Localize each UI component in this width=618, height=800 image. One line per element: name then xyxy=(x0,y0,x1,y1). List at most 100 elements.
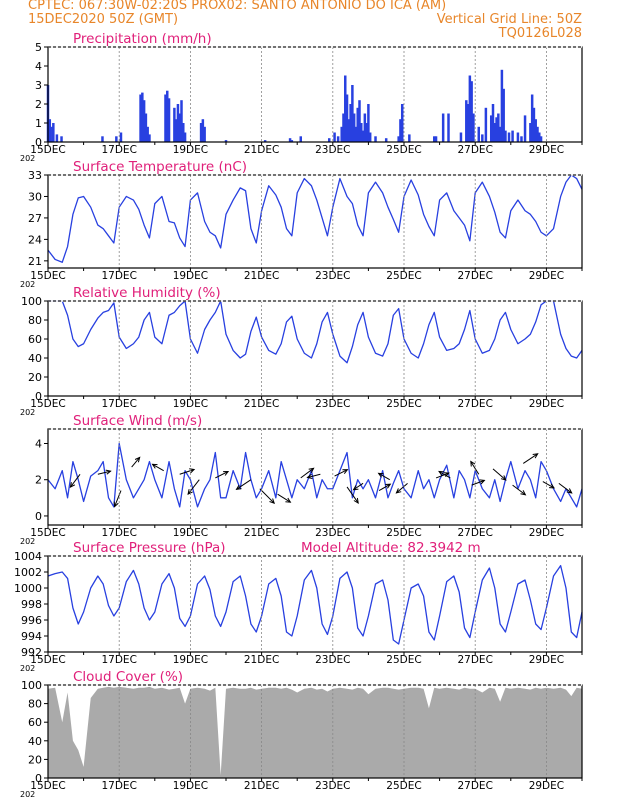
precipitation-bar xyxy=(368,132,372,142)
wind-xtick-label: 15DEC xyxy=(30,527,65,539)
wind-arrow-head xyxy=(105,469,112,475)
pressure-ytick-label: 1002 xyxy=(14,566,42,579)
humidity-ytick-label: 0 xyxy=(35,390,42,403)
pressure-ytick-label: 992 xyxy=(21,646,42,659)
wind-arrow xyxy=(522,453,538,464)
precipitation-bar xyxy=(466,104,470,142)
precipitation-panel: 0 1 2 3 4 5 15DEC 17DEC 19DEC 21DEC 23DEC 25DEC 27DE… xyxy=(20,31,583,163)
precipitation-bar xyxy=(224,140,228,142)
precipitation-bar xyxy=(534,119,537,142)
pressure-xtick-label: 25DEC xyxy=(386,654,421,666)
cloud-cover-ytick-label: 40 xyxy=(28,735,42,748)
humidity-ytick-label: 20 xyxy=(28,371,42,384)
precipitation-bar xyxy=(491,104,495,142)
precipitation-bar xyxy=(164,94,167,142)
precipitation-bar xyxy=(142,100,146,142)
pressure-ytick-label: 996 xyxy=(21,614,42,627)
precipitation-bar xyxy=(481,134,484,142)
precipitation-ytick-label: 0 xyxy=(35,136,42,149)
precipitation-bar xyxy=(344,75,347,142)
humidity-xtick-label: 15DEC xyxy=(30,398,65,410)
precipitation-bar xyxy=(352,113,356,142)
temperature-title: Surface Temperature (nC) xyxy=(73,159,247,175)
precipitation-xtick-label: 25DEC xyxy=(386,144,421,156)
cloud-cover-area xyxy=(48,686,582,778)
temperature-panel: 21 24 27 30 33 15DEC 17DEC 19DEC 21DEC 23DEC 25DEC… xyxy=(20,159,583,289)
precipitation-bar xyxy=(201,119,205,142)
precipitation-bar xyxy=(345,94,349,142)
precipitation-ytick-label: 3 xyxy=(35,79,42,92)
wind-arrow-head xyxy=(377,472,384,478)
precipitation-bar xyxy=(166,90,169,142)
precipitation-bar xyxy=(470,81,473,142)
precipitation-bar xyxy=(497,113,500,142)
wind-arrow xyxy=(307,473,321,478)
cloud-cover-xtick-label: 27DEC xyxy=(457,780,492,792)
precipitation-bar xyxy=(365,123,368,142)
pressure-ytick-label: 994 xyxy=(21,630,42,643)
wind-arrow-head xyxy=(223,470,230,476)
wind-arrow xyxy=(470,461,480,475)
precipitation-bar xyxy=(342,113,345,142)
temperature-frame xyxy=(47,174,583,269)
precipitation-year-stub: 202 xyxy=(20,154,35,163)
cloud-cover-ytick-label: 20 xyxy=(28,753,42,766)
cloud-cover-ytick-label: 80 xyxy=(28,698,42,711)
wind-arrow-head xyxy=(113,501,119,508)
precipitation-bar xyxy=(173,107,176,142)
precipitation-bar xyxy=(477,126,481,142)
precipitation-bar xyxy=(347,119,351,142)
precipitation-bar xyxy=(183,132,187,142)
wind-arrow-head xyxy=(235,484,242,490)
wind-arrow-head xyxy=(189,468,196,474)
humidity-year-stub: 202 xyxy=(20,408,35,417)
wind-arrow xyxy=(277,493,291,503)
precipitation-bar xyxy=(351,85,354,142)
precipitation-bar xyxy=(520,136,523,142)
wind-arrow-head xyxy=(342,469,349,475)
precipitation-bar xyxy=(360,123,363,142)
wind-arrow-head xyxy=(134,456,141,463)
precipitation-bar xyxy=(536,126,539,142)
pressure-year-stub: 202 xyxy=(20,664,35,673)
precipitation-bar xyxy=(336,136,340,142)
wind-arrow xyxy=(512,484,526,496)
precipitation-xtick-label: 23DEC xyxy=(315,144,350,156)
precipitation-bar xyxy=(101,136,104,142)
cloud-cover-xtick-label: 23DEC xyxy=(315,780,350,792)
humidity-xtick-label: 29DEC xyxy=(529,398,564,410)
cloud-cover-xtick-label: 29DEC xyxy=(529,780,564,792)
humidity-xtick-label: 23DEC xyxy=(315,398,350,410)
cloud-cover-title: Cloud Cover (%) xyxy=(73,669,183,685)
precipitation-xtick-label: 17DEC xyxy=(101,144,136,156)
temperature-xtick-label: 19DEC xyxy=(173,270,208,282)
cloud-cover-ytick-label: 100 xyxy=(21,679,42,692)
pressure-title: Surface Pressure (hPa) xyxy=(73,540,226,556)
precipitation-bar xyxy=(288,138,292,142)
precipitation-bar xyxy=(530,94,534,142)
precipitation-bar xyxy=(182,123,185,142)
precipitation-bar xyxy=(174,119,178,142)
pressure-panel: 992 994 996 998 1000 1002 1004 15DEC 17DEC 19DEC 2… xyxy=(14,540,583,673)
precipitation-bar xyxy=(358,100,361,142)
wind-arrow-head xyxy=(438,470,445,476)
precipitation-bar xyxy=(60,136,63,142)
precipitation-bar xyxy=(511,130,514,142)
precipitation-bar xyxy=(468,75,472,142)
wind-xtick-label: 23DEC xyxy=(315,527,350,539)
precipitation-bar xyxy=(504,130,507,142)
cloud-cover-xtick-label: 15DEC xyxy=(30,780,65,792)
humidity-xtick-label: 19DEC xyxy=(173,398,208,410)
humidity-ytick-label: 100 xyxy=(21,295,42,308)
wind-xtick-label: 25DEC xyxy=(386,527,421,539)
precipitation-bar xyxy=(538,132,541,142)
wind-arrow xyxy=(396,482,408,494)
wind-arrow-head xyxy=(269,498,276,505)
precipitation-bar xyxy=(367,104,370,142)
wind-arrow-head xyxy=(520,490,527,496)
wind-arrow-head xyxy=(306,473,313,479)
humidity-line xyxy=(48,300,583,364)
precipitation-bar xyxy=(408,134,411,142)
wind-xtick-label: 29DEC xyxy=(529,527,564,539)
